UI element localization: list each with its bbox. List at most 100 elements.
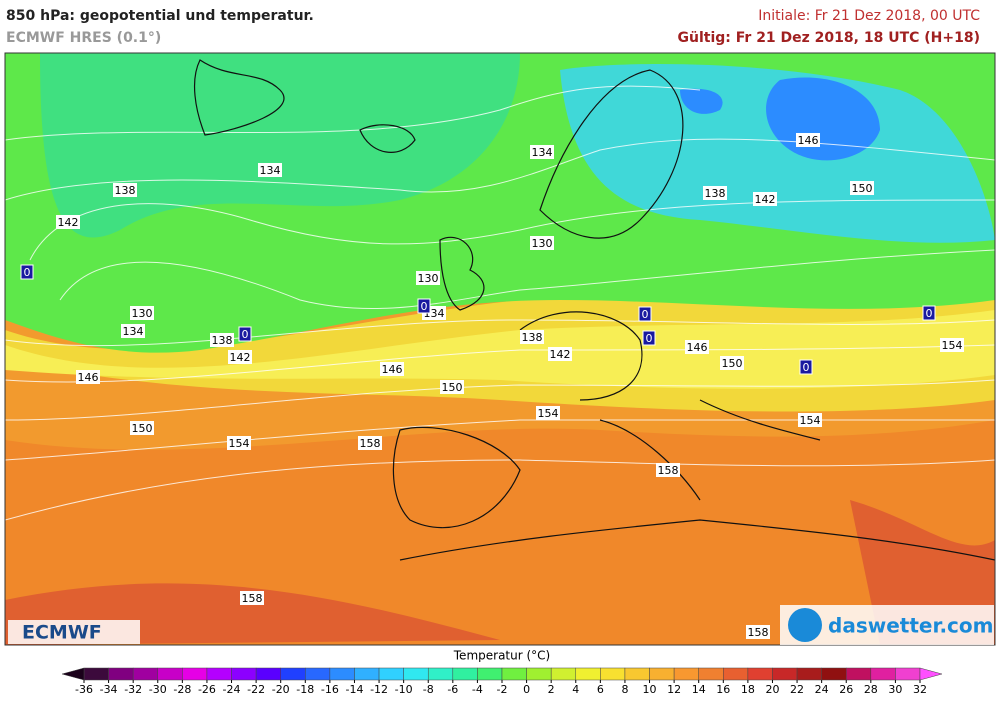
colorbar-tick-label: 32 [913, 683, 927, 696]
contour-label-box [416, 271, 440, 285]
freezing-label: 0 [642, 308, 649, 321]
colorbar-segment [427, 667, 454, 681]
colorbar-segment [108, 667, 134, 681]
colorbar-segment [526, 667, 552, 681]
freezing-label: 0 [926, 307, 933, 320]
colorbar-tick-label: -32 [124, 683, 142, 696]
colorbar-tick-label: -30 [149, 683, 167, 696]
contour-label: 158 [748, 626, 769, 639]
contour-label-box [548, 347, 572, 361]
freezing-label: 0 [242, 328, 249, 341]
contour-label-box [56, 215, 80, 229]
contour-label: 142 [755, 193, 776, 206]
colorbar-tick-label: -26 [198, 683, 216, 696]
hot-region [5, 500, 995, 645]
contour-label-box [130, 421, 154, 435]
contour-label: 154 [942, 339, 963, 352]
contour-label-box [440, 380, 464, 394]
colorbar-tick-label: 30 [888, 683, 902, 696]
contour-label: 142 [58, 216, 79, 229]
freezing-label-box [922, 305, 936, 321]
colorbar-tick-label: -2 [497, 683, 508, 696]
colorbar-segment [870, 667, 896, 681]
colorbar-tick-label: -28 [173, 683, 191, 696]
colorbar-segment [600, 667, 626, 681]
colorbar-tick-label: 12 [667, 683, 681, 696]
freezing-label: 0 [24, 266, 31, 279]
colorbar-segment [550, 667, 577, 681]
colorbar-segment [624, 667, 650, 681]
colorbar-segment [182, 667, 208, 681]
colorbar-segment [821, 667, 847, 681]
colorbar-segment [255, 667, 281, 681]
colorbar-segment [698, 667, 724, 681]
contour-label: 138 [705, 187, 726, 200]
colorbar-title: Temperatur (°C) [453, 649, 550, 663]
contour-label-box [210, 333, 234, 347]
colorbar-tick-label: 10 [643, 683, 657, 696]
colorbar-segment [206, 667, 232, 681]
colorbar-tick-label: -14 [345, 683, 363, 696]
colorbar-tick-label: -12 [370, 683, 388, 696]
colorbar-tick-label: 8 [621, 683, 628, 696]
contour-label-box [685, 340, 709, 354]
colorbar-segment [673, 667, 699, 681]
colorbar-tick-label: -4 [472, 683, 483, 696]
contour-label: 130 [132, 307, 153, 320]
contour-label: 142 [230, 351, 251, 364]
colorbar-over [919, 667, 943, 681]
coastlines [194, 59, 995, 561]
contour-label-box [358, 436, 382, 450]
contour-label: 130 [418, 272, 439, 285]
colorbar-tick-label: -20 [272, 683, 290, 696]
colorbar-tick-label: -8 [423, 683, 434, 696]
contour-label: 134 [532, 146, 553, 159]
colorbar-segment [845, 667, 872, 681]
colorbar-tick-label: -34 [100, 683, 118, 696]
contour-label: 138 [522, 331, 543, 344]
ecmwf-logo-box [8, 620, 140, 644]
colorbar-segment [157, 667, 183, 681]
contour-label-box [850, 181, 874, 195]
contour-label-box [536, 406, 560, 420]
contour-label-box [258, 163, 282, 177]
colorbar-segment [723, 667, 749, 681]
colorbar-segment [796, 667, 822, 681]
contour-label: 134 [123, 325, 144, 338]
contour-label: 146 [382, 363, 403, 376]
init-time: Initiale: Fr 21 Dez 2018, 00 UTC [758, 8, 980, 24]
freezing-label-box [20, 264, 34, 280]
contour-label: 154 [229, 437, 250, 450]
colorbar-tick-label: 0 [523, 683, 530, 696]
contour-label-box [746, 625, 770, 639]
colorbar-segment [305, 667, 331, 681]
colorbar-segment [354, 667, 380, 681]
freezing-label-box [642, 330, 656, 346]
colorbar-tick-label: 2 [548, 683, 555, 696]
freezing-label-box [238, 326, 252, 342]
colorbar: Temperatur (°C)-36 -34 -32 -30 -28 -26 -24 -22-… [61, 649, 943, 696]
colorbar-tick-label: 28 [864, 683, 878, 696]
freezing-label-box [799, 359, 813, 375]
contour-label-box [130, 306, 154, 320]
contour-label-box [720, 356, 744, 370]
colorbar-tick-label: 4 [572, 683, 579, 696]
valid-time: Gültig: Fr 21 Dez 2018, 18 UTC (H+18) [678, 30, 981, 46]
contour-label: 154 [800, 414, 821, 427]
daswetter-icon [788, 608, 822, 642]
contour-label-box [240, 591, 264, 605]
map-title: 850 hPa: geopotential und temperatur. [6, 8, 314, 24]
map-frame [4, 52, 996, 646]
contour-label: 146 [78, 371, 99, 384]
very-cold-patch [680, 77, 880, 161]
contour-label-box [753, 192, 777, 206]
contour-label: 150 [722, 357, 743, 370]
ecmwf-logo: ECMWF [22, 622, 102, 644]
colorbar-tick-label: -18 [296, 683, 314, 696]
contour-label: 146 [687, 341, 708, 354]
colorbar-tick-label: -16 [321, 683, 339, 696]
colorbar-tick-label: -22 [247, 683, 265, 696]
colorbar-tick-label: 22 [790, 683, 804, 696]
